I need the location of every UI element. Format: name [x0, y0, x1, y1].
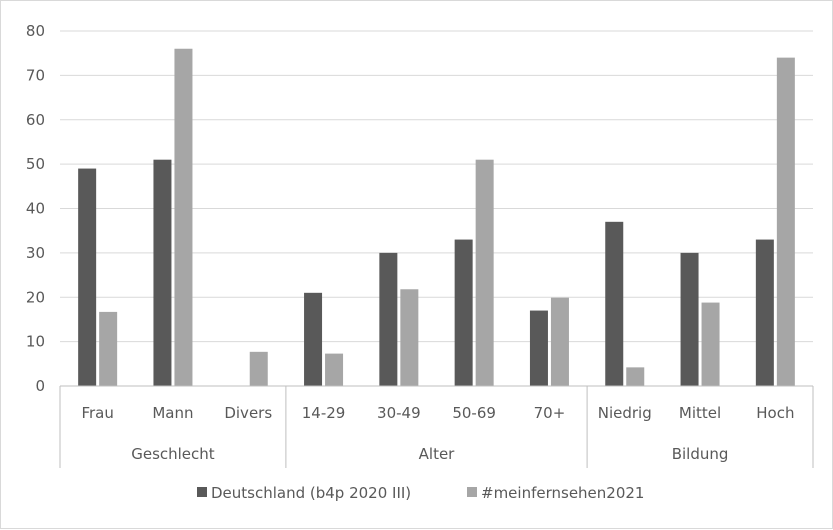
bar-meinfernsehen-9	[776, 57, 795, 386]
y-tick-label: 0	[35, 377, 45, 395]
bar-deutschland-4	[379, 252, 398, 386]
y-tick-label: 80	[26, 22, 45, 40]
x-group-label: Bildung	[672, 445, 729, 463]
x-category-label: 50-69	[452, 404, 496, 422]
bar-meinfernsehen-1	[174, 48, 193, 386]
bar-deutschland-9	[755, 239, 774, 386]
y-tick-label: 20	[26, 288, 45, 306]
bar-meinfernsehen-7	[626, 367, 645, 386]
bar-meinfernsehen-8	[701, 302, 720, 386]
x-category-label: 14-29	[302, 404, 346, 422]
bar-deutschland-5	[454, 239, 473, 386]
x-axis: Frau Mann Divers 14-29 30-49 50-69 70+ Niedrig M…	[59, 385, 814, 468]
y-tick-label: 10	[26, 333, 45, 351]
y-tick-label: 70	[26, 66, 45, 84]
x-group-label: Geschlecht	[131, 445, 215, 463]
y-tick-label: 40	[26, 200, 45, 218]
x-category-label: 70+	[534, 404, 566, 422]
y-tick-label: 60	[26, 111, 45, 129]
y-tick-label: 30	[26, 244, 45, 262]
bar-deutschland-7	[605, 221, 624, 386]
bar-meinfernsehen-6	[550, 297, 569, 386]
x-category-label: Divers	[224, 404, 272, 422]
legend-label: Deutschland (b4p 2020 III)	[211, 484, 411, 502]
x-category-label: Frau	[81, 404, 113, 422]
x-group-label: Alter	[419, 445, 456, 463]
x-category-label: Niedrig	[598, 404, 652, 422]
legend-swatch	[467, 487, 477, 497]
y-tick-label: 50	[26, 155, 45, 173]
bar-deutschland-0	[78, 168, 97, 386]
x-category-label: Mann	[152, 404, 193, 422]
bar-deutschland-3	[304, 292, 323, 386]
x-category-label: Mittel	[679, 404, 721, 422]
legend: Deutschland (b4p 2020 III) #meinfernsehen…	[197, 484, 644, 502]
bar-meinfernsehen-0	[99, 311, 118, 386]
bar-meinfernsehen-2	[249, 351, 268, 386]
legend-label: #meinfernsehen2021	[481, 484, 644, 502]
x-category-label: Hoch	[756, 404, 794, 422]
legend-swatch	[197, 487, 207, 497]
bar-meinfernsehen-5	[475, 159, 494, 386]
bar-deutschland-1	[153, 159, 172, 386]
bar-meinfernsehen-4	[400, 289, 419, 386]
bar-deutschland-8	[680, 252, 699, 386]
gridlines	[60, 30, 813, 387]
x-category-label: 30-49	[377, 404, 421, 422]
y-axis-ticks: 0 10 20 30 40 50 60 70 80	[26, 22, 45, 395]
bar-meinfernsehen-3	[325, 353, 344, 386]
bars	[78, 48, 795, 386]
bar-deutschland-6	[529, 310, 548, 386]
